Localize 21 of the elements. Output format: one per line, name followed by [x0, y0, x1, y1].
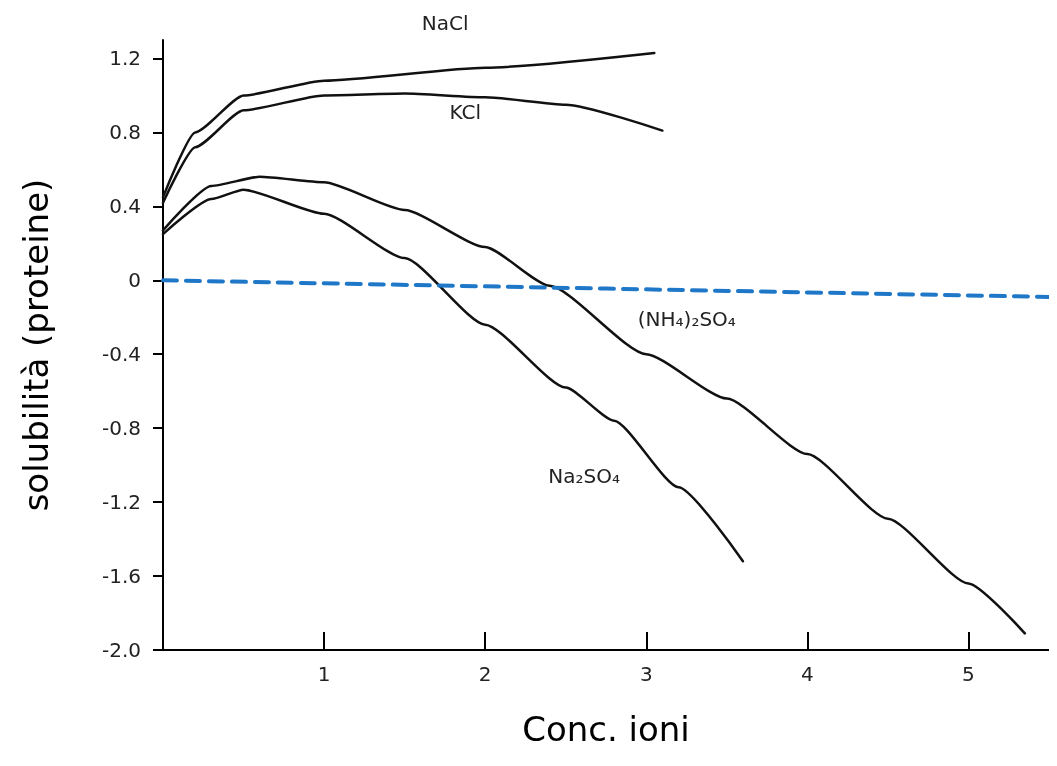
y-axis-title: solubilità (proteine): [16, 178, 56, 512]
line-series: [161, 175, 1027, 635]
y-tick-label: 0.8: [109, 120, 141, 145]
y-tick-label: 0: [128, 268, 141, 293]
x-axis-title: Conc. ioni: [522, 709, 690, 749]
y-tick-label: -2.0: [101, 638, 141, 662]
x-tick-label: 3: [639, 662, 653, 686]
x-tick-label: 4: [801, 662, 814, 686]
x-tick-label: 5: [962, 662, 975, 686]
x-tick-label: 2: [478, 662, 492, 686]
y-tick-label: 1.2: [109, 46, 141, 71]
series-label: Na₂SO₄: [548, 463, 620, 488]
y-tick-label: -1.2: [101, 490, 141, 515]
series-label: NaCl: [421, 10, 469, 35]
y-tick-label: 0.4: [109, 194, 141, 219]
series-label: (NH₄)₂SO₄: [637, 306, 736, 331]
y-tick-label: -0.4: [101, 342, 141, 367]
series-label: KCl: [449, 100, 481, 125]
y-tick-label: -0.8: [101, 416, 141, 441]
x-tick-label: 1: [317, 662, 331, 686]
y-tick-label: -1.6: [101, 564, 141, 589]
